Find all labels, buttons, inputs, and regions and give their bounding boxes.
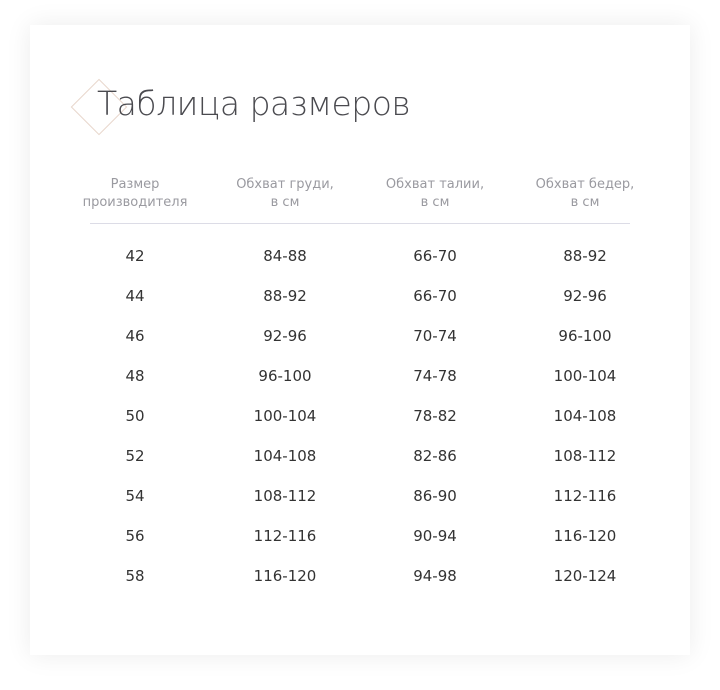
column-header-line: Обхват бедер,	[535, 177, 635, 192]
column-header-line: в см	[270, 195, 300, 210]
table-cell: 46	[125, 327, 145, 345]
table-cell: 86-90	[413, 487, 457, 505]
table-cell: 48	[125, 367, 145, 385]
table-cell: 52	[125, 447, 145, 465]
table-cell: 56	[125, 527, 145, 545]
column-header-line: Обхват талии,	[385, 177, 485, 192]
table-cell: 96-100	[558, 327, 612, 345]
table-cell: 54	[125, 487, 145, 505]
table-cell: 112-116	[253, 527, 317, 545]
column-header: Обхват талии, в см	[360, 176, 510, 212]
table-cell: 74-78	[413, 367, 457, 385]
column-header: Обхват груди, в см	[210, 176, 360, 212]
column-header: Обхват бедер, в см	[510, 176, 660, 212]
table-cell: 42	[125, 247, 145, 265]
table-cell: 120-124	[553, 567, 617, 585]
table-cell: 82-86	[413, 447, 457, 465]
table-cell: 94-98	[413, 567, 457, 585]
table-cell: 104-108	[253, 447, 317, 465]
table-cell: 108-112	[553, 447, 617, 465]
table-cell: 116-120	[253, 567, 317, 585]
table-cell: 70-74	[413, 327, 457, 345]
table-cell: 66-70	[413, 287, 457, 305]
table-cell: 58	[125, 567, 145, 585]
table-cell: 92-96	[263, 327, 307, 345]
table-cell: 100-104	[253, 407, 317, 425]
table-cell: 100-104	[553, 367, 617, 385]
table-cell: 92-96	[563, 287, 607, 305]
column-header-line: Размер	[110, 177, 160, 192]
table-cell: 96-100	[258, 367, 312, 385]
table-cell: 84-88	[263, 247, 307, 265]
table-cell: 88-92	[263, 287, 307, 305]
table-cell: 90-94	[413, 527, 457, 545]
table-cell: 50	[125, 407, 145, 425]
table-cell: 104-108	[553, 407, 617, 425]
table-cell: 66-70	[413, 247, 457, 265]
table-cell: 108-112	[253, 487, 317, 505]
header-divider	[90, 223, 630, 224]
table-cell: 78-82	[413, 407, 457, 425]
column-header-line: в см	[420, 195, 450, 210]
table-cell: 44	[125, 287, 145, 305]
page-title: Таблица размеров	[97, 84, 411, 123]
table-cell: 116-120	[553, 527, 617, 545]
column-header-line: Обхват груди,	[236, 177, 334, 192]
size-chart-card	[30, 25, 690, 655]
column-header: Размер производителя	[60, 176, 210, 212]
table-cell: 88-92	[563, 247, 607, 265]
table-cell: 112-116	[553, 487, 617, 505]
column-header-line: производителя	[82, 195, 188, 210]
column-header-line: в см	[570, 195, 600, 210]
